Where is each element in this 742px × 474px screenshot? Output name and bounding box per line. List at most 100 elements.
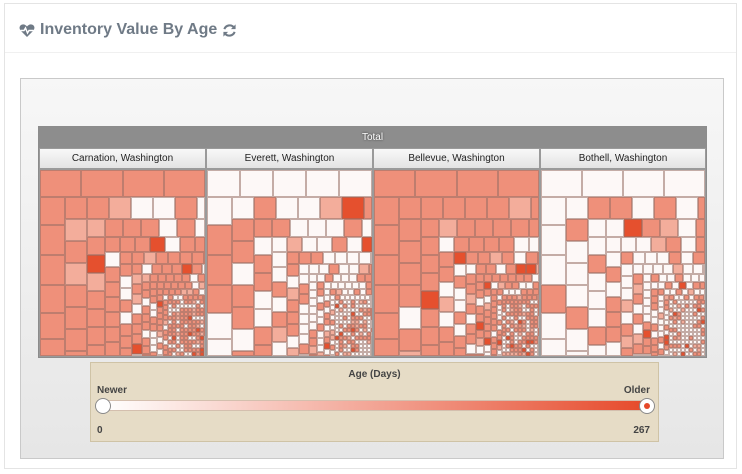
treemap-cell[interactable] <box>188 324 192 328</box>
treemap-cell[interactable] <box>317 310 324 317</box>
treemap-cell[interactable] <box>669 328 673 332</box>
treemap-cell[interactable] <box>374 197 399 225</box>
treemap-cell[interactable] <box>651 310 658 317</box>
treemap-cell[interactable] <box>363 316 367 320</box>
treemap-cell[interactable] <box>466 284 476 294</box>
treemap-cell[interactable] <box>192 332 196 336</box>
treemap-cell[interactable] <box>538 312 539 316</box>
treemap-cell[interactable] <box>677 320 681 324</box>
treemap-cell[interactable] <box>183 295 188 300</box>
treemap-cell[interactable] <box>664 170 705 197</box>
treemap-cell[interactable] <box>317 289 324 296</box>
treemap-cell[interactable] <box>180 332 184 336</box>
treemap-cell[interactable] <box>324 349 330 355</box>
treemap-cell[interactable] <box>347 312 351 316</box>
treemap-cell[interactable] <box>351 320 355 324</box>
treemap-cell[interactable] <box>676 289 682 295</box>
treemap-cell[interactable] <box>399 219 421 241</box>
treemap-cell[interactable] <box>345 295 350 300</box>
treemap-cell[interactable] <box>522 348 526 352</box>
treemap-cell[interactable] <box>606 237 621 252</box>
treemap-cell[interactable] <box>81 170 123 197</box>
treemap-cell[interactable] <box>371 304 372 308</box>
treemap-cell[interactable] <box>522 340 526 344</box>
treemap-cell[interactable] <box>87 255 105 273</box>
treemap-cell[interactable] <box>684 295 689 300</box>
treemap-cell[interactable] <box>533 289 539 295</box>
treemap-cell[interactable] <box>689 316 693 320</box>
treemap-cell[interactable] <box>506 308 510 312</box>
treemap-cell[interactable] <box>355 308 359 312</box>
treemap-cell[interactable] <box>176 332 180 336</box>
treemap-cell[interactable] <box>685 316 689 320</box>
treemap-cell[interactable] <box>369 264 372 274</box>
treemap-cell[interactable] <box>199 289 205 295</box>
treemap-cell[interactable] <box>667 274 675 282</box>
treemap-cell[interactable] <box>359 282 366 289</box>
treemap-cell[interactable] <box>65 307 87 329</box>
treemap-cell[interactable] <box>200 344 204 348</box>
treemap-cell[interactable] <box>339 352 343 356</box>
treemap-cell[interactable] <box>120 237 135 252</box>
treemap-cell[interactable] <box>506 316 510 320</box>
treemap-cell[interactable] <box>538 316 539 320</box>
treemap-cell[interactable] <box>180 300 184 304</box>
treemap-cell[interactable] <box>172 316 176 320</box>
treemap-cell[interactable] <box>659 274 667 282</box>
treemap-cell[interactable] <box>669 300 673 304</box>
treemap-cell[interactable] <box>65 219 87 241</box>
treemap-cell[interactable] <box>343 328 347 332</box>
treemap-cell[interactable] <box>651 345 658 352</box>
treemap-cell[interactable] <box>677 340 681 344</box>
treemap-cell[interactable] <box>693 324 697 328</box>
treemap-cell[interactable] <box>317 338 324 345</box>
treemap-cell[interactable] <box>633 274 643 284</box>
treemap-cell[interactable] <box>172 264 182 274</box>
treemap-cell[interactable] <box>588 291 606 309</box>
treemap-cell[interactable] <box>691 274 699 282</box>
treemap-cell[interactable] <box>606 327 621 342</box>
treemap-cell[interactable] <box>651 324 658 331</box>
treemap-cell[interactable] <box>176 300 180 304</box>
treemap-region-bothell[interactable]: Bothell, Washington <box>540 148 706 357</box>
treemap-cell[interactable] <box>351 308 355 312</box>
treemap-cell[interactable] <box>476 338 484 346</box>
treemap-cell[interactable] <box>526 300 530 304</box>
treemap-cell[interactable] <box>701 300 705 304</box>
treemap-cell[interactable] <box>168 312 172 316</box>
treemap-cell[interactable] <box>696 219 705 237</box>
treemap-cell[interactable] <box>566 307 588 329</box>
treemap-cell[interactable] <box>505 282 512 289</box>
treemap-cell[interactable] <box>172 300 176 304</box>
treemap-cell[interactable] <box>688 289 694 295</box>
treemap-cell[interactable] <box>685 324 689 328</box>
treemap-cell[interactable] <box>675 274 683 282</box>
treemap-cell[interactable] <box>677 328 681 332</box>
treemap-cell[interactable] <box>207 225 232 255</box>
treemap-cell[interactable] <box>351 324 355 328</box>
treemap-cell[interactable] <box>633 324 643 334</box>
treemap-cell[interactable] <box>159 219 177 237</box>
treemap-cell[interactable] <box>697 300 701 304</box>
treemap-cell[interactable] <box>497 315 502 320</box>
treemap-cell[interactable] <box>105 237 120 252</box>
treemap-cell[interactable] <box>502 316 506 320</box>
treemap-cell[interactable] <box>193 295 198 300</box>
treemap-cell[interactable] <box>484 338 491 345</box>
treemap-cell[interactable] <box>645 252 657 264</box>
treemap-cell[interactable] <box>677 352 681 356</box>
treemap-cell[interactable] <box>621 300 633 312</box>
treemap-cell[interactable] <box>181 289 187 295</box>
treemap-cell[interactable] <box>506 336 510 340</box>
treemap-cell[interactable] <box>142 298 150 306</box>
treemap-cell[interactable] <box>497 170 539 197</box>
treemap-cell[interactable] <box>351 352 355 356</box>
treemap-cell[interactable] <box>530 340 534 344</box>
treemap-cell[interactable] <box>359 348 363 352</box>
treemap-cell[interactable] <box>172 324 176 328</box>
treemap-cell[interactable] <box>506 320 510 324</box>
treemap-cell[interactable] <box>309 274 317 282</box>
treemap-cell[interactable] <box>681 308 685 312</box>
treemap-cell[interactable] <box>311 252 323 264</box>
treemap-cell[interactable] <box>651 237 666 252</box>
